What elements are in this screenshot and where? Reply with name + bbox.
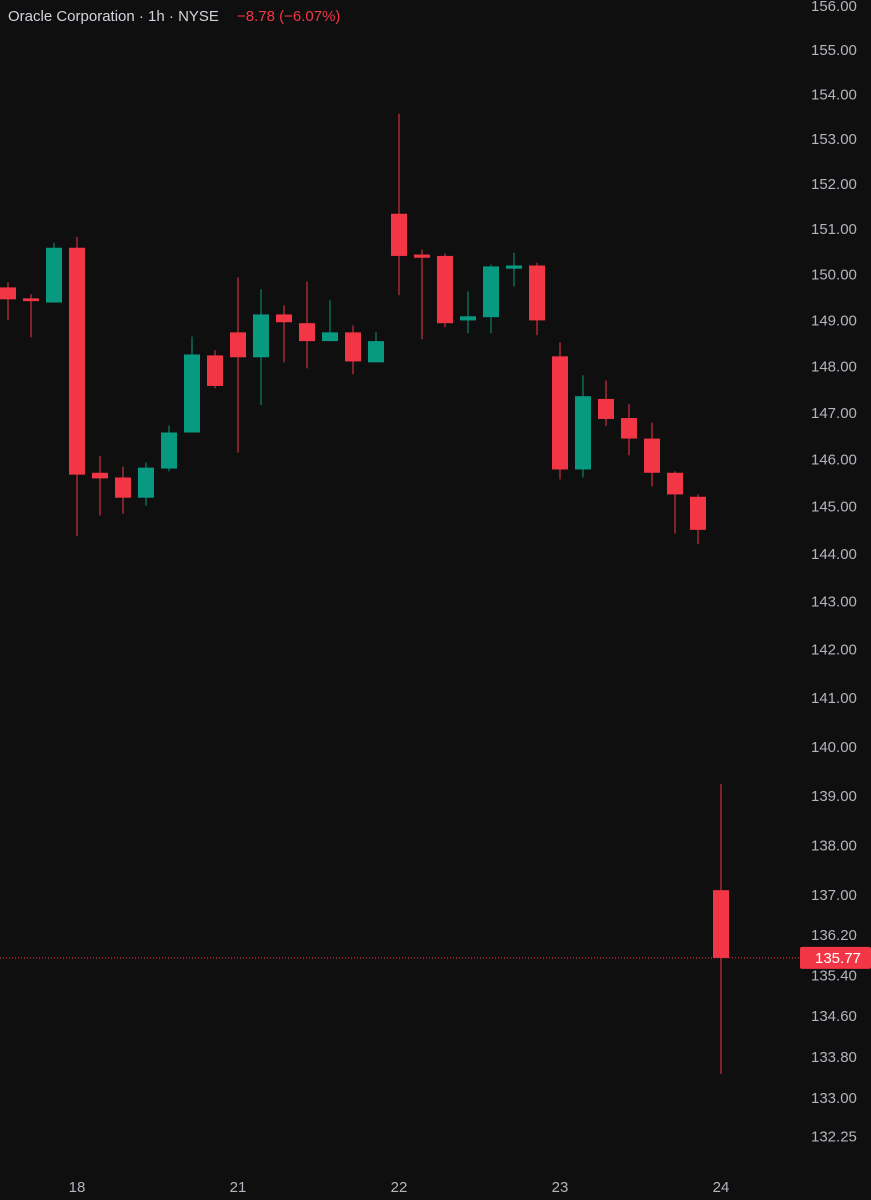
last-price-label: 135.77 [815, 950, 861, 967]
candle-body [23, 298, 39, 302]
y-tick-label: 146.00 [811, 452, 857, 469]
candle-body [575, 396, 591, 470]
candle-body [437, 255, 453, 324]
y-tick-label: 143.00 [811, 594, 857, 611]
candle-body [253, 314, 269, 358]
y-tick-label: 141.00 [811, 690, 857, 707]
y-tick-label: 132.25 [811, 1129, 857, 1146]
y-tick-label: 134.60 [811, 1008, 857, 1025]
y-tick-label: 147.00 [811, 405, 857, 422]
y-tick-label: 151.00 [811, 221, 857, 238]
y-tick-label: 152.00 [811, 176, 857, 193]
candle-body [414, 254, 430, 258]
candle-body [322, 332, 338, 342]
y-tick-label: 156.00 [811, 0, 857, 15]
candle-body [184, 354, 200, 433]
candle-body [598, 398, 614, 419]
candle-body [529, 265, 545, 321]
y-tick-label: 139.00 [811, 788, 857, 805]
y-tick-label: 133.80 [811, 1049, 857, 1066]
y-tick-label: 137.00 [811, 887, 857, 904]
candle-body [345, 332, 361, 362]
candle-body [115, 477, 131, 498]
y-tick-label: 136.20 [811, 927, 857, 944]
candle-body [0, 287, 16, 300]
y-tick-label: 153.00 [811, 131, 857, 148]
change-label: −8.78 (−6.07%) [237, 8, 340, 25]
candle-body [69, 247, 85, 475]
x-tick-label: 23 [552, 1179, 569, 1196]
candle-body [230, 332, 246, 358]
candle-body [207, 355, 223, 386]
y-tick-label: 149.00 [811, 312, 857, 329]
y-tick-label: 154.00 [811, 86, 857, 103]
candle-body [368, 341, 384, 363]
candle-body [460, 316, 476, 321]
candle-body [621, 418, 637, 439]
last-price-tag [800, 946, 871, 969]
candle-body [667, 472, 683, 495]
candle-body [92, 472, 108, 479]
y-tick-label: 144.00 [811, 546, 857, 563]
candle-body [161, 432, 177, 469]
y-tick-label: 155.00 [811, 42, 857, 59]
candle-body [552, 356, 568, 470]
y-tick-label: 135.40 [811, 968, 857, 985]
y-tick-label: 133.00 [811, 1090, 857, 1107]
candle-body [644, 438, 660, 473]
y-tick-label: 150.00 [811, 266, 857, 283]
y-tick-label: 140.00 [811, 739, 857, 756]
x-tick-label: 24 [713, 1179, 730, 1196]
chart-title: Oracle Corporation · 1h · NYSE [8, 8, 219, 25]
candle-body [506, 265, 522, 269]
x-tick-label: 21 [230, 1179, 247, 1196]
y-tick-label: 148.00 [811, 358, 857, 375]
y-tick-label: 142.00 [811, 642, 857, 659]
candle-body [690, 496, 706, 530]
candle-body [138, 467, 154, 498]
y-tick-label: 138.00 [811, 837, 857, 854]
candle-body [391, 213, 407, 256]
y-tick-label: 145.00 [811, 499, 857, 516]
candle-body [483, 266, 499, 318]
candle-body [46, 247, 62, 303]
candle-body [713, 890, 729, 958]
x-tick-label: 22 [391, 1179, 408, 1196]
candle-body [276, 314, 292, 323]
x-tick-label: 18 [69, 1179, 86, 1196]
candle-body [299, 323, 315, 342]
